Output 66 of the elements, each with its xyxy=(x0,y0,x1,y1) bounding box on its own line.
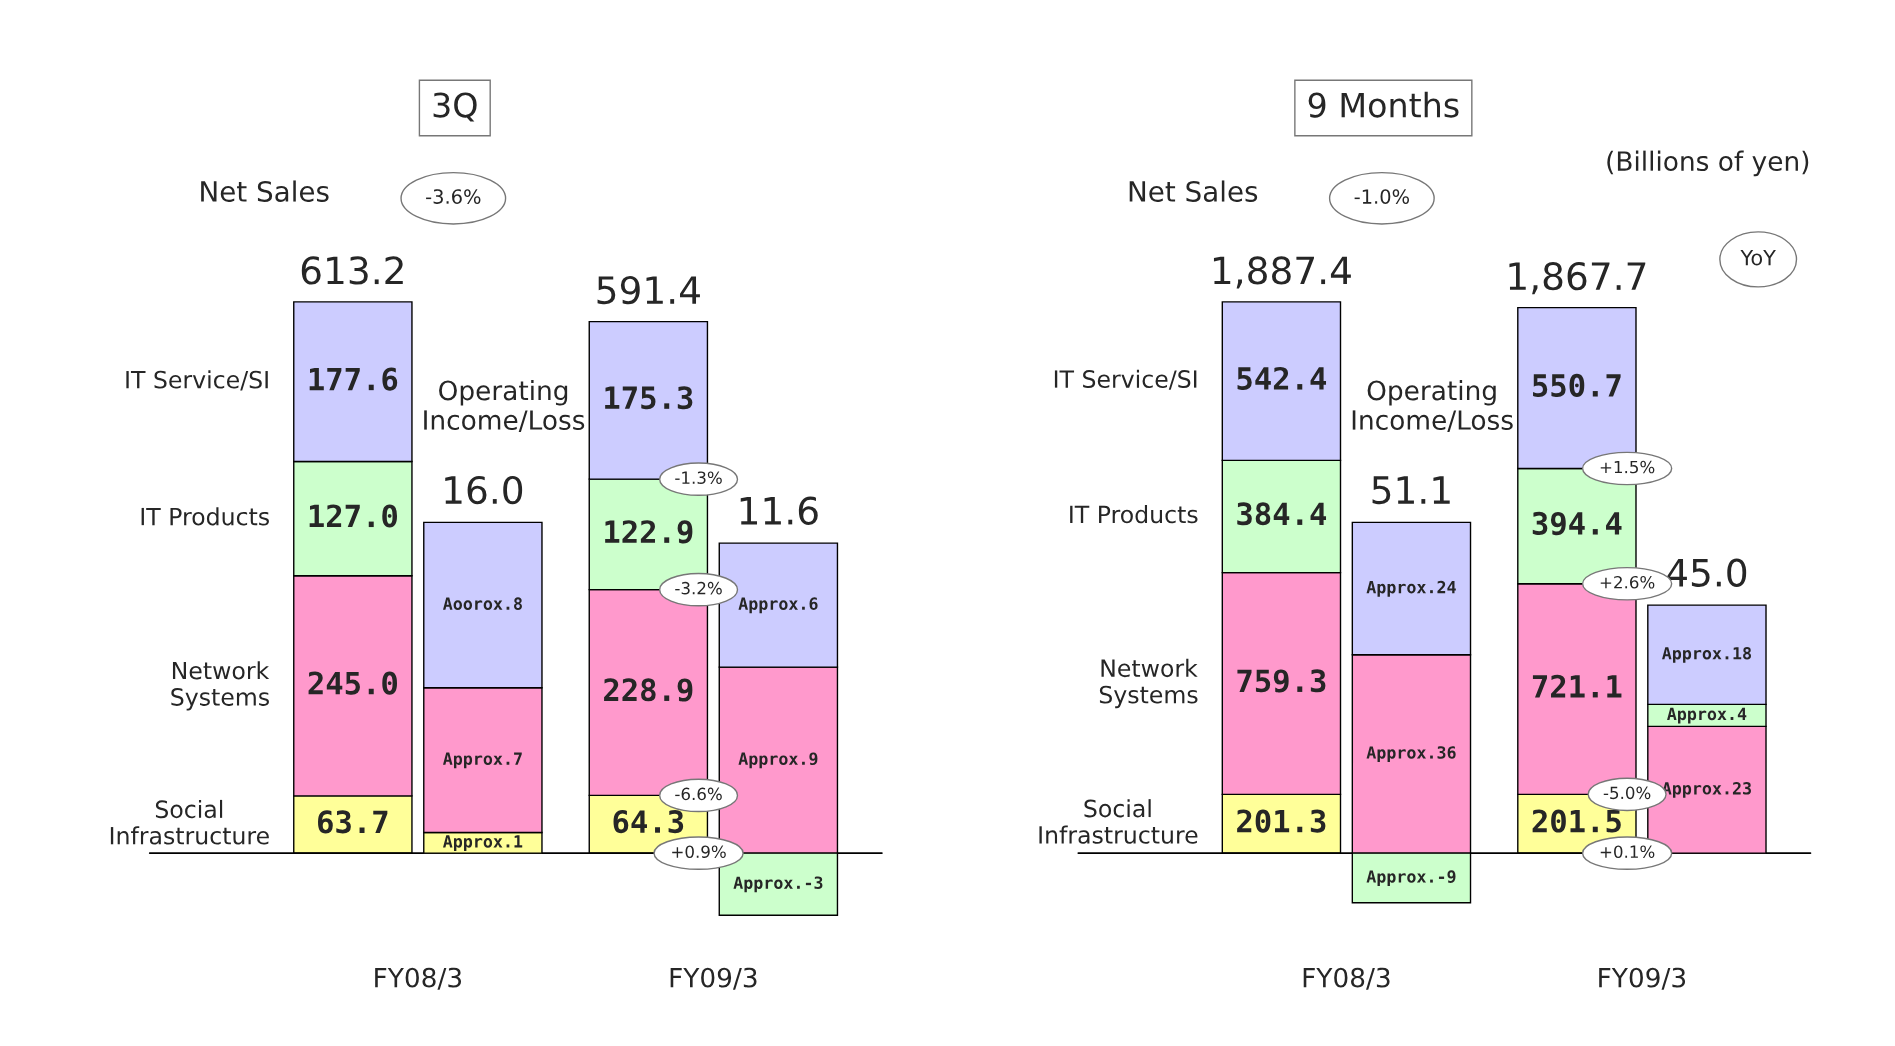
series-label: IT Service/SI xyxy=(1054,369,1197,390)
data-label: 177.6 xyxy=(309,367,398,391)
annotation: +0.1% xyxy=(1600,845,1655,859)
data-label: Approx.9 xyxy=(738,752,818,769)
data-label: Approx.1 xyxy=(443,835,523,851)
annotation: -6.6% xyxy=(675,787,722,801)
series-label: Network Systems xyxy=(1099,658,1198,709)
series-label: Social Infrastructure xyxy=(1039,799,1198,844)
data-label: 228.9 xyxy=(604,678,693,702)
annotation: -3.2% xyxy=(675,581,722,595)
total-label: 613.2 xyxy=(301,256,403,285)
total-label: 591.4 xyxy=(597,275,700,305)
data-label: Approx.18 xyxy=(1662,646,1752,663)
data-label: Approx.23 xyxy=(1662,782,1751,798)
data-label: Aoorox.8 xyxy=(443,597,522,610)
data-label: 201.3 xyxy=(1237,809,1326,833)
text: Net Sales xyxy=(201,180,329,202)
annotation: 11.6 xyxy=(740,496,818,525)
series-label: Social Infrastructure xyxy=(110,799,269,845)
data-label: 721.1 xyxy=(1532,674,1622,698)
annotation: +1.5% xyxy=(1600,460,1655,474)
data-label: 550.7 xyxy=(1533,373,1621,397)
data-label: 64.3 xyxy=(613,810,684,834)
x-tick-label: FY09/3 xyxy=(1599,967,1686,990)
series-label: IT Products xyxy=(1070,505,1198,524)
series-label: IT Service/SI xyxy=(126,370,268,391)
data-label: 384.4 xyxy=(1237,502,1327,526)
annotation: 51.1 xyxy=(1372,476,1450,505)
data-label: 542.4 xyxy=(1237,366,1327,390)
annotation: Operating Income/Loss xyxy=(424,380,585,433)
data-label: Approx.-3 xyxy=(733,876,823,893)
x-tick-label: FY09/3 xyxy=(670,967,757,990)
annotation: +2.6% xyxy=(1600,575,1655,589)
data-label: 122.9 xyxy=(605,520,693,544)
data-label: Approx.-9 xyxy=(1366,870,1456,887)
text: (Billions of yen) xyxy=(1607,150,1809,177)
data-label: 201.5 xyxy=(1532,809,1621,833)
chart-title: 9 Months xyxy=(1308,91,1459,118)
x-tick-label: FY08/3 xyxy=(375,967,462,990)
text: Net Sales xyxy=(1129,180,1258,202)
text: -3.6% xyxy=(426,189,481,204)
total-label: 1,867.7 xyxy=(1509,262,1646,295)
data-label: Approx.4 xyxy=(1667,707,1747,724)
text: -1.0% xyxy=(1354,189,1410,204)
data-label: Approx.6 xyxy=(738,597,818,614)
annotation: Operating Income/Loss xyxy=(1352,380,1513,433)
annotation: 45.0 xyxy=(1667,558,1747,587)
annotation: +0.9% xyxy=(672,845,726,859)
data-label: 63.7 xyxy=(318,810,388,834)
data-label: Approx.7 xyxy=(443,752,522,769)
data-label: Approx.36 xyxy=(1366,746,1456,763)
data-label: 759.3 xyxy=(1237,669,1326,693)
annotation: 16.0 xyxy=(445,475,523,505)
data-label: Approx.24 xyxy=(1366,580,1456,597)
series-label: Network Systems xyxy=(171,661,270,711)
text: YoY xyxy=(1740,249,1776,266)
total-label: 1,887.4 xyxy=(1213,256,1351,289)
data-label: 127.0 xyxy=(309,504,398,528)
x-tick-label: FY08/3 xyxy=(1303,967,1390,990)
annotation: -1.3% xyxy=(675,471,722,485)
annotation: -5.0% xyxy=(1603,786,1651,800)
data-label: 394.4 xyxy=(1532,511,1622,536)
series-label: IT Products xyxy=(141,507,269,526)
data-label: 245.0 xyxy=(308,671,398,695)
chart-title: 3Q xyxy=(433,92,477,122)
data-label: 175.3 xyxy=(605,386,693,410)
